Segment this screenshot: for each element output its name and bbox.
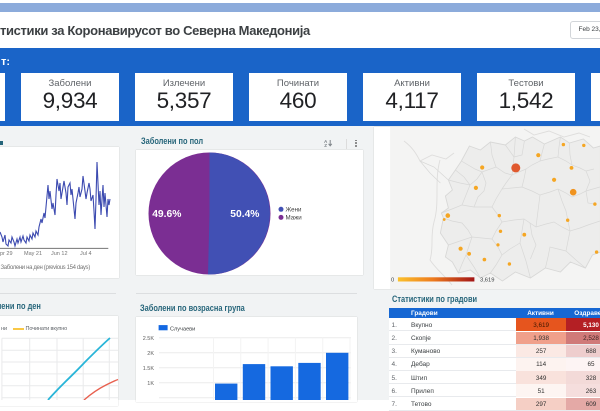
svg-text:1K: 1K	[147, 380, 154, 386]
svg-text:3,619: 3,619	[480, 278, 494, 284]
svg-text:Случаеви: Случаеви	[170, 326, 195, 332]
svg-text:0: 0	[391, 278, 394, 284]
svg-text:2K: 2K	[147, 350, 154, 356]
svg-text:50.4%: 50.4%	[230, 208, 259, 219]
svg-text:2.5K: 2.5K	[142, 335, 154, 341]
svg-text:Z: Z	[324, 143, 327, 147]
svg-text:49.6%: 49.6%	[152, 208, 181, 219]
svg-text:Жени: Жени	[285, 206, 301, 213]
svg-text:1.5K: 1.5K	[142, 365, 154, 371]
svg-text:A: A	[324, 139, 328, 144]
svg-text:Мажи: Мажи	[285, 214, 302, 221]
